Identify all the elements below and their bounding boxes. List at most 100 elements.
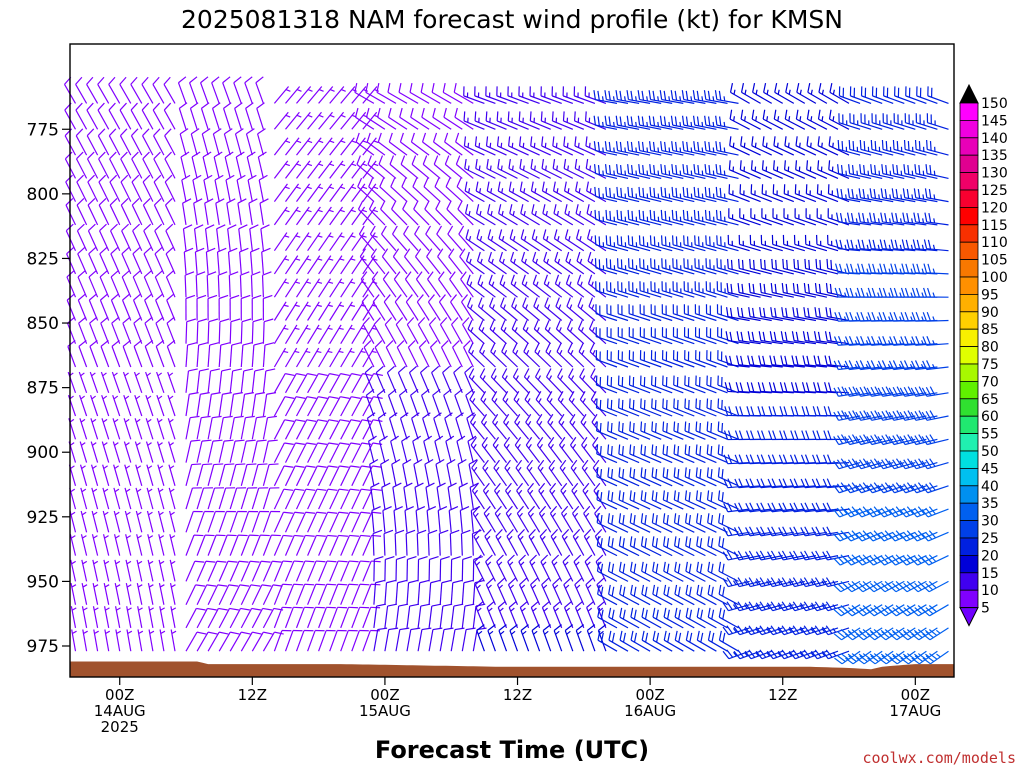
wind-barb — [123, 418, 132, 440]
barb-staff — [240, 417, 246, 440]
barb-staff — [388, 141, 408, 156]
barb-staff — [218, 487, 227, 510]
barb-full — [464, 204, 469, 214]
barb-full — [387, 82, 391, 93]
barb-staff — [438, 278, 452, 298]
wind-barb — [78, 339, 88, 368]
barb-half — [340, 186, 346, 190]
wind-barb — [340, 560, 359, 582]
barb-full — [466, 412, 475, 419]
barb-half — [351, 140, 357, 144]
wind-barb — [498, 229, 518, 252]
barb-half — [509, 561, 514, 566]
wind-barb — [307, 373, 328, 394]
barb-staff — [260, 228, 264, 251]
barb-full — [213, 463, 224, 466]
barb-full — [518, 111, 521, 121]
barb-staff — [318, 488, 329, 510]
barb-full — [228, 247, 238, 253]
wind-barb — [307, 206, 323, 226]
wind-barb — [307, 629, 325, 652]
barb-half — [520, 584, 526, 589]
wind-barb — [388, 412, 398, 440]
barb-staff — [273, 442, 285, 463]
barb-full — [401, 177, 407, 187]
barb-staff — [318, 512, 329, 533]
barb-full — [258, 487, 269, 489]
barb-half — [468, 236, 472, 241]
barb-full — [492, 436, 500, 446]
barb-staff — [388, 418, 397, 440]
wind-barb — [318, 373, 339, 394]
wind-barb — [251, 463, 268, 486]
barb-full — [436, 482, 446, 488]
wind-barb — [111, 371, 121, 393]
wind-barb — [126, 629, 133, 652]
barb-full — [439, 317, 448, 325]
barb-staff — [366, 116, 386, 130]
wind-barb — [476, 624, 485, 652]
barb-half — [519, 535, 524, 541]
wind-barb — [113, 510, 121, 533]
barb-half — [127, 607, 132, 611]
barb-full — [282, 560, 293, 563]
barb-full — [525, 413, 532, 423]
wind-barb — [329, 511, 349, 533]
barb-half — [283, 304, 289, 307]
wind-barb — [463, 340, 474, 368]
barb-half — [525, 304, 529, 310]
barb-half — [479, 236, 483, 241]
wind-barb — [203, 174, 213, 202]
barb-full — [251, 607, 262, 611]
wind-barb — [240, 510, 259, 533]
barb-staff — [407, 347, 419, 368]
wind-barb — [109, 174, 121, 202]
barb-staff — [295, 465, 307, 487]
wind-barb — [223, 128, 233, 156]
wind-barb — [133, 371, 143, 393]
barb-staff — [401, 441, 408, 463]
wind-barb — [425, 225, 441, 252]
barb-full — [517, 528, 525, 537]
barb-full — [510, 251, 515, 262]
barb-staff — [182, 228, 187, 251]
wind-barb — [80, 534, 88, 556]
barb-full — [493, 459, 500, 469]
barb-full — [373, 317, 381, 325]
barb-staff — [362, 419, 374, 440]
barb-staff — [130, 135, 143, 156]
wind-barb — [295, 488, 316, 510]
barb-staff — [246, 156, 253, 179]
barb-full — [458, 225, 465, 235]
barb-staff — [381, 256, 397, 275]
barb-staff — [405, 301, 419, 321]
wind-barb — [435, 200, 452, 226]
barb-half — [373, 209, 378, 213]
wind-barb — [423, 435, 433, 463]
wind-barb — [523, 342, 541, 368]
wind-barb — [417, 317, 430, 344]
barb-full — [349, 534, 359, 537]
barb-full — [459, 248, 466, 257]
barb-staff — [369, 464, 375, 486]
barb-half — [499, 607, 504, 612]
barb-staff — [217, 275, 220, 298]
barb-full — [99, 270, 108, 278]
barb-staff — [153, 158, 165, 179]
wind-barb — [284, 396, 306, 417]
wind-barb — [525, 413, 541, 440]
barb-staff — [226, 203, 231, 225]
barb-staff — [371, 510, 375, 533]
wind-barb — [472, 505, 485, 533]
barb-staff — [387, 91, 408, 104]
barb-staff — [340, 373, 353, 394]
wind-barb — [329, 396, 350, 417]
barb-full — [487, 624, 496, 631]
wind-barb — [476, 251, 496, 275]
barb-half — [528, 444, 532, 449]
barb-full — [183, 224, 193, 230]
wind-barb — [130, 128, 143, 156]
barb-half — [501, 236, 505, 241]
barb-half — [371, 327, 377, 330]
wind-barb — [166, 339, 176, 368]
